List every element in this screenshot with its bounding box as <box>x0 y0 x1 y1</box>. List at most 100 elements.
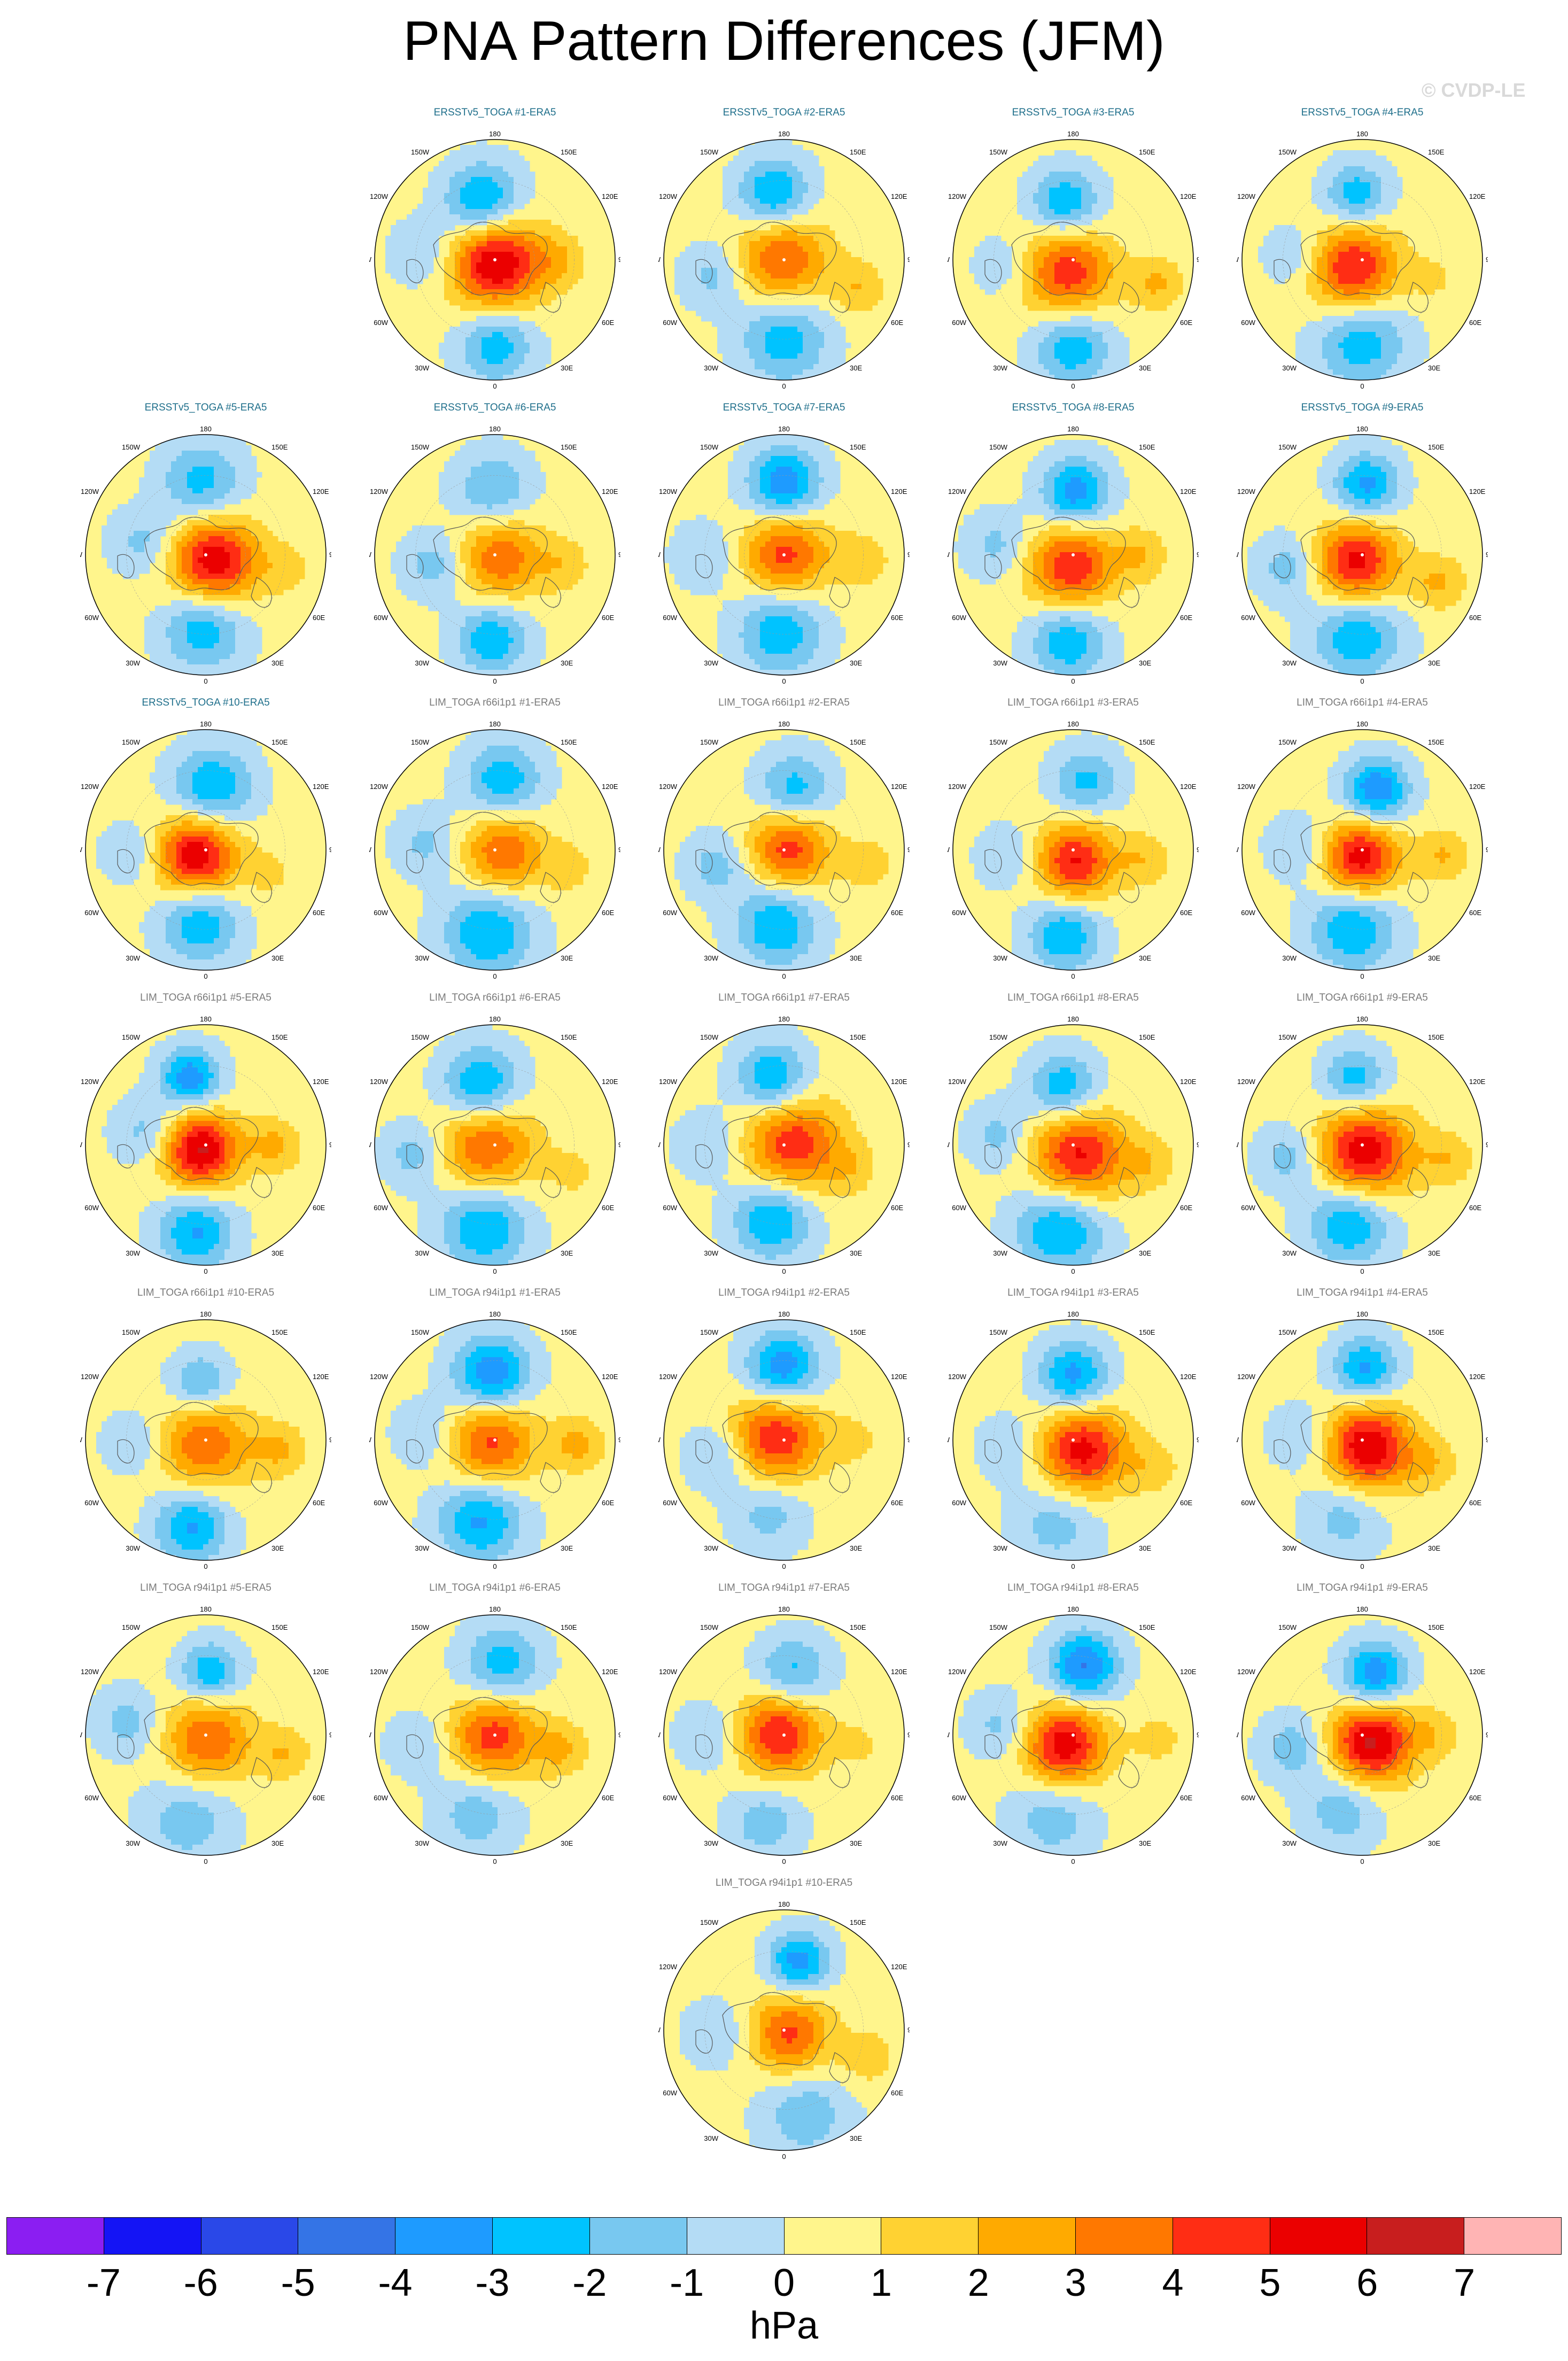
colorbar-box <box>1075 2218 1173 2254</box>
longitude-label: 30E <box>1428 954 1440 962</box>
longitude-label: 150E <box>271 1328 288 1336</box>
longitude-label: 30W <box>415 954 429 962</box>
longitude-label: 120W <box>370 192 389 200</box>
colorbar-tick-label: 6 <box>1356 2261 1378 2305</box>
colorbar-tick-label: 7 <box>1454 2261 1475 2305</box>
longitude-label: 90W <box>948 1436 950 1444</box>
longitude-label: 150W <box>989 148 1008 156</box>
longitude-label: 150E <box>271 738 288 746</box>
longitude-label: 60W <box>952 1794 966 1802</box>
longitude-label: 90E <box>1197 256 1199 264</box>
panel-title: ERSSTv5_TOGA #10-ERA5 <box>80 697 331 709</box>
longitude-label: 60E <box>891 1499 903 1507</box>
panel-title: LIM_TOGA r66i1p1 #2-ERA5 <box>658 697 910 709</box>
watermark: © CVDP-LE <box>1422 79 1526 102</box>
polar-map: 180 150W 150E 120W 120E 90W 90E 60W 60E 30W 30E 0 <box>948 1015 1199 1275</box>
colorbar-units: hPa <box>0 2304 1568 2348</box>
longitude-label: 30W <box>126 954 140 962</box>
longitude-label: 0 <box>1071 972 1075 980</box>
longitude-label: 30E <box>1139 1249 1151 1257</box>
panel-title: LIM_TOGA r94i1p1 #5-ERA5 <box>80 1582 331 1594</box>
longitude-label: 90W <box>658 256 661 264</box>
map-panel: ERSSTv5_TOGA #3-ERA5 180 150W 150E 120W 120E 9… <box>948 107 1199 396</box>
longitude-label: 150E <box>561 148 577 156</box>
longitude-label: 120W <box>1237 487 1256 496</box>
longitude-label: 150E <box>1139 443 1155 451</box>
panel-title: ERSSTv5_TOGA #5-ERA5 <box>80 402 331 414</box>
longitude-label: 60E <box>1180 1794 1192 1802</box>
polar-map: 180 150W 150E 120W 120E 90W 90E 60W 60E 30W 30E 0 <box>1237 425 1488 685</box>
longitude-label: 120W <box>948 1668 967 1676</box>
longitude-label: 0 <box>204 1857 207 1865</box>
panel-title: ERSSTv5_TOGA #1-ERA5 <box>369 107 620 119</box>
map-panel: LIM_TOGA r66i1p1 #10-ERA5 180 150W 150E 120W… <box>80 1287 331 1576</box>
longitude-label: 30W <box>1282 659 1297 667</box>
longitude-label: 90W <box>948 1141 950 1149</box>
longitude-label: 180 <box>778 130 790 138</box>
longitude-label: 120E <box>602 1078 618 1086</box>
longitude-label: 90E <box>907 256 910 264</box>
map-panel: LIM_TOGA r94i1p1 #4-ERA5 180 150W 150E 120W 1… <box>1237 1287 1488 1576</box>
colorbar-tick-label: -7 <box>87 2261 121 2305</box>
longitude-label: 0 <box>782 972 786 980</box>
longitude-label: 120W <box>81 1668 99 1676</box>
longitude-label: 0 <box>204 677 207 685</box>
longitude-label: 30E <box>850 2134 862 2142</box>
polar-map: 180 150W 150E 120W 120E 90W 90E 60W 60E 30W 30E 0 <box>80 1015 331 1275</box>
longitude-label: 90W <box>1237 1436 1239 1444</box>
longitude-label: 90E <box>618 551 620 559</box>
longitude-label: 30W <box>704 364 718 372</box>
longitude-label: 30E <box>1139 659 1151 667</box>
longitude-label: 60W <box>1241 1794 1255 1802</box>
longitude-label: 120W <box>370 1668 389 1676</box>
colorbar-tick-label: 4 <box>1162 2261 1183 2305</box>
longitude-label: 120W <box>1237 1078 1256 1086</box>
longitude-label: 180 <box>1067 130 1079 138</box>
longitude-label: 30W <box>993 1544 1007 1552</box>
longitude-label: 60W <box>84 614 99 622</box>
longitude-label: 30W <box>704 1249 718 1257</box>
polar-map: 180 150W 150E 120W 120E 90W 90E 60W 60E 30W 30E 0 <box>80 1310 331 1570</box>
longitude-label: 180 <box>778 1310 790 1318</box>
longitude-label: 120E <box>602 1373 618 1381</box>
longitude-label: 120W <box>370 487 389 496</box>
longitude-label: 90E <box>329 1731 331 1739</box>
longitude-label: 120E <box>1469 1078 1486 1086</box>
longitude-label: 90E <box>1197 846 1199 854</box>
longitude-label: 0 <box>1360 677 1364 685</box>
longitude-label: 150W <box>989 738 1008 746</box>
polar-map: 180 150W 150E 120W 120E 90W 90E 60W 60E 30W 30E 0 <box>369 130 620 390</box>
figure-title: PNA Pattern Differences (JFM) <box>0 10 1568 73</box>
longitude-label: 30W <box>126 1249 140 1257</box>
colorbar-tick-label: -3 <box>475 2261 509 2305</box>
longitude-label: 150W <box>700 443 719 451</box>
longitude-label: 30W <box>415 659 429 667</box>
longitude-label: 150W <box>700 738 719 746</box>
longitude-label: 180 <box>1067 1310 1079 1318</box>
longitude-label: 0 <box>204 1562 207 1570</box>
longitude-label: 120E <box>602 1668 618 1676</box>
longitude-label: 150W <box>122 443 141 451</box>
longitude-label: 120E <box>1180 192 1197 200</box>
longitude-label: 0 <box>204 1267 207 1275</box>
longitude-label: 0 <box>782 1857 786 1865</box>
colorbar-tick-label: -2 <box>572 2261 607 2305</box>
longitude-label: 90W <box>658 1141 661 1149</box>
longitude-label: 60E <box>1180 1204 1192 1212</box>
polar-map: 180 150W 150E 120W 120E 90W 90E 60W 60E 30W 30E 0 <box>948 425 1199 685</box>
longitude-label: 180 <box>200 1310 212 1318</box>
polar-map: 180 150W 150E 120W 120E 90W 90E 60W 60E 30W 30E 0 <box>658 1015 910 1275</box>
longitude-label: 120W <box>659 192 678 200</box>
panel-title: LIM_TOGA r66i1p1 #8-ERA5 <box>948 992 1199 1004</box>
longitude-label: 180 <box>778 1900 790 1908</box>
longitude-label: 120E <box>1180 487 1197 496</box>
longitude-label: 60W <box>952 1204 966 1212</box>
longitude-label: 60W <box>1241 1204 1255 1212</box>
longitude-label: 60E <box>602 1794 614 1802</box>
longitude-label: 150W <box>411 1623 430 1631</box>
longitude-label: 30E <box>850 954 862 962</box>
longitude-label: 60E <box>1180 1499 1192 1507</box>
panel-title: LIM_TOGA r94i1p1 #4-ERA5 <box>1237 1287 1488 1299</box>
longitude-label: 90W <box>369 551 372 559</box>
polar-map: 180 150W 150E 120W 120E 90W 90E 60W 60E 30W 30E 0 <box>658 1310 910 1570</box>
